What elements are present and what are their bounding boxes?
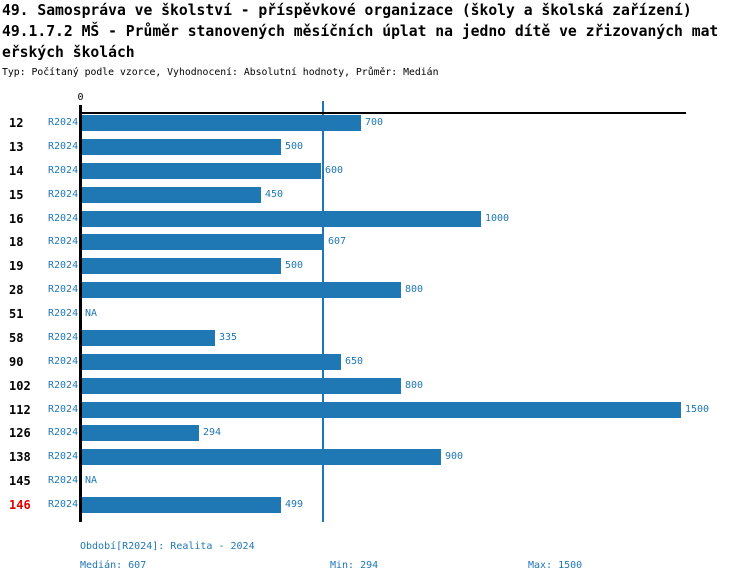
chart-row: 16 R2024 1000 — [0, 211, 750, 228]
bar-value-label: 1500 — [685, 404, 710, 415]
bar — [81, 449, 441, 465]
row-category-label: 28 — [9, 283, 24, 297]
chart-row: 90 R2024 650 — [0, 354, 750, 371]
page-title-line-1: 49. Samospráva ve školství - příspěvkové… — [2, 2, 692, 19]
bar-value-label: 900 — [445, 451, 464, 462]
row-category-label: 16 — [9, 212, 24, 226]
chart-row: 18 R2024 607 — [0, 234, 750, 251]
bar-value-label: 607 — [328, 236, 347, 247]
chart-row: 28 R2024 800 — [0, 282, 750, 299]
row-category-label: 145 — [9, 474, 31, 488]
bar-value-label: NA — [85, 475, 98, 486]
chart-row: 13 R2024 500 — [0, 139, 750, 156]
y-axis-line — [79, 105, 82, 522]
row-category-label: 14 — [9, 164, 24, 178]
bar — [81, 282, 401, 298]
page-title-line-2: 49.1.7.2 MŠ - Průměr stanovených měsíční… — [2, 23, 719, 40]
row-series-label: R2024 — [48, 499, 79, 510]
row-category-label: 19 — [9, 259, 24, 273]
bar-value-label: 499 — [285, 499, 304, 510]
row-category-label: 13 — [9, 140, 24, 154]
bar-value-label: NA — [85, 308, 98, 319]
row-category-label: 102 — [9, 379, 31, 393]
footer-period-info: Období[R2024]: Realita - 2024 — [80, 541, 255, 552]
row-series-label: R2024 — [48, 117, 79, 128]
row-series-label: R2024 — [48, 213, 79, 224]
bar-value-label: 800 — [405, 284, 424, 295]
chart-subtitle: Typ: Počítaný podle vzorce, Vyhodnocení:… — [2, 67, 439, 78]
row-series-label: R2024 — [48, 332, 79, 343]
bar — [81, 378, 401, 394]
chart-row: 102 R2024 800 — [0, 378, 750, 395]
bar-value-label: 800 — [405, 380, 424, 391]
row-category-label: 12 — [9, 116, 24, 130]
chart-row: 146 R2024 499 — [0, 497, 750, 514]
chart-row: 145 R2024 NA — [0, 473, 750, 490]
chart-row: 138 R2024 900 — [0, 449, 750, 466]
row-series-label: R2024 — [48, 356, 79, 367]
row-series-label: R2024 — [48, 260, 79, 271]
chart-row: 15 R2024 450 — [0, 187, 750, 204]
chart-row: 112 R2024 1500 — [0, 402, 750, 419]
bar — [81, 211, 481, 227]
row-category-label: 51 — [9, 307, 24, 321]
footer-min-value: Min: 294 — [330, 560, 379, 571]
chart-row: 51 R2024 NA — [0, 306, 750, 323]
row-series-label: R2024 — [48, 165, 79, 176]
bar — [81, 163, 321, 179]
row-series-label: R2024 — [48, 189, 79, 200]
chart-row: 14 R2024 600 — [0, 163, 750, 180]
bar — [81, 354, 341, 370]
row-category-label: 138 — [9, 450, 31, 464]
bar — [81, 187, 261, 203]
row-series-label: R2024 — [48, 284, 79, 295]
chart-row: 58 R2024 335 — [0, 330, 750, 347]
bar — [81, 497, 281, 513]
row-series-label: R2024 — [48, 475, 79, 486]
bar-value-label: 1000 — [485, 213, 510, 224]
row-category-label: 126 — [9, 426, 31, 440]
x-axis-line — [79, 112, 686, 114]
row-category-label: 146 — [9, 498, 31, 512]
row-category-label: 18 — [9, 235, 24, 249]
bar-value-label: 500 — [285, 141, 304, 152]
row-series-label: R2024 — [48, 308, 79, 319]
bar-value-label: 294 — [203, 427, 222, 438]
row-series-label: R2024 — [48, 451, 79, 462]
bar — [81, 258, 281, 274]
bar-value-label: 500 — [285, 260, 304, 271]
row-category-label: 58 — [9, 331, 24, 345]
footer-max-value: Max: 1500 — [528, 560, 583, 571]
chart-row: 19 R2024 500 — [0, 258, 750, 275]
row-series-label: R2024 — [48, 141, 79, 152]
row-category-label: 90 — [9, 355, 24, 369]
row-series-label: R2024 — [48, 404, 79, 415]
row-category-label: 112 — [9, 403, 31, 417]
chart-row: 12 R2024 700 — [0, 115, 750, 132]
bar-value-label: 700 — [365, 117, 384, 128]
bar — [81, 402, 681, 418]
median-reference-line — [322, 101, 324, 522]
row-series-label: R2024 — [48, 380, 79, 391]
page-title-line-3: eřských školách — [2, 44, 135, 61]
bar — [81, 234, 324, 250]
row-category-label: 15 — [9, 188, 24, 202]
row-series-label: R2024 — [48, 427, 79, 438]
bar-value-label: 335 — [219, 332, 238, 343]
bar — [81, 330, 215, 346]
bar — [81, 139, 281, 155]
bar-value-label: 450 — [265, 189, 284, 200]
row-series-label: R2024 — [48, 236, 79, 247]
bar — [81, 425, 199, 441]
bar — [81, 115, 361, 131]
bar-value-label: 600 — [325, 165, 344, 176]
footer-median-value: Medián: 607 — [80, 560, 147, 571]
chart-row: 126 R2024 294 — [0, 425, 750, 442]
x-axis-zero-tick-label: 0 — [77, 92, 84, 103]
bar-value-label: 650 — [345, 356, 364, 367]
